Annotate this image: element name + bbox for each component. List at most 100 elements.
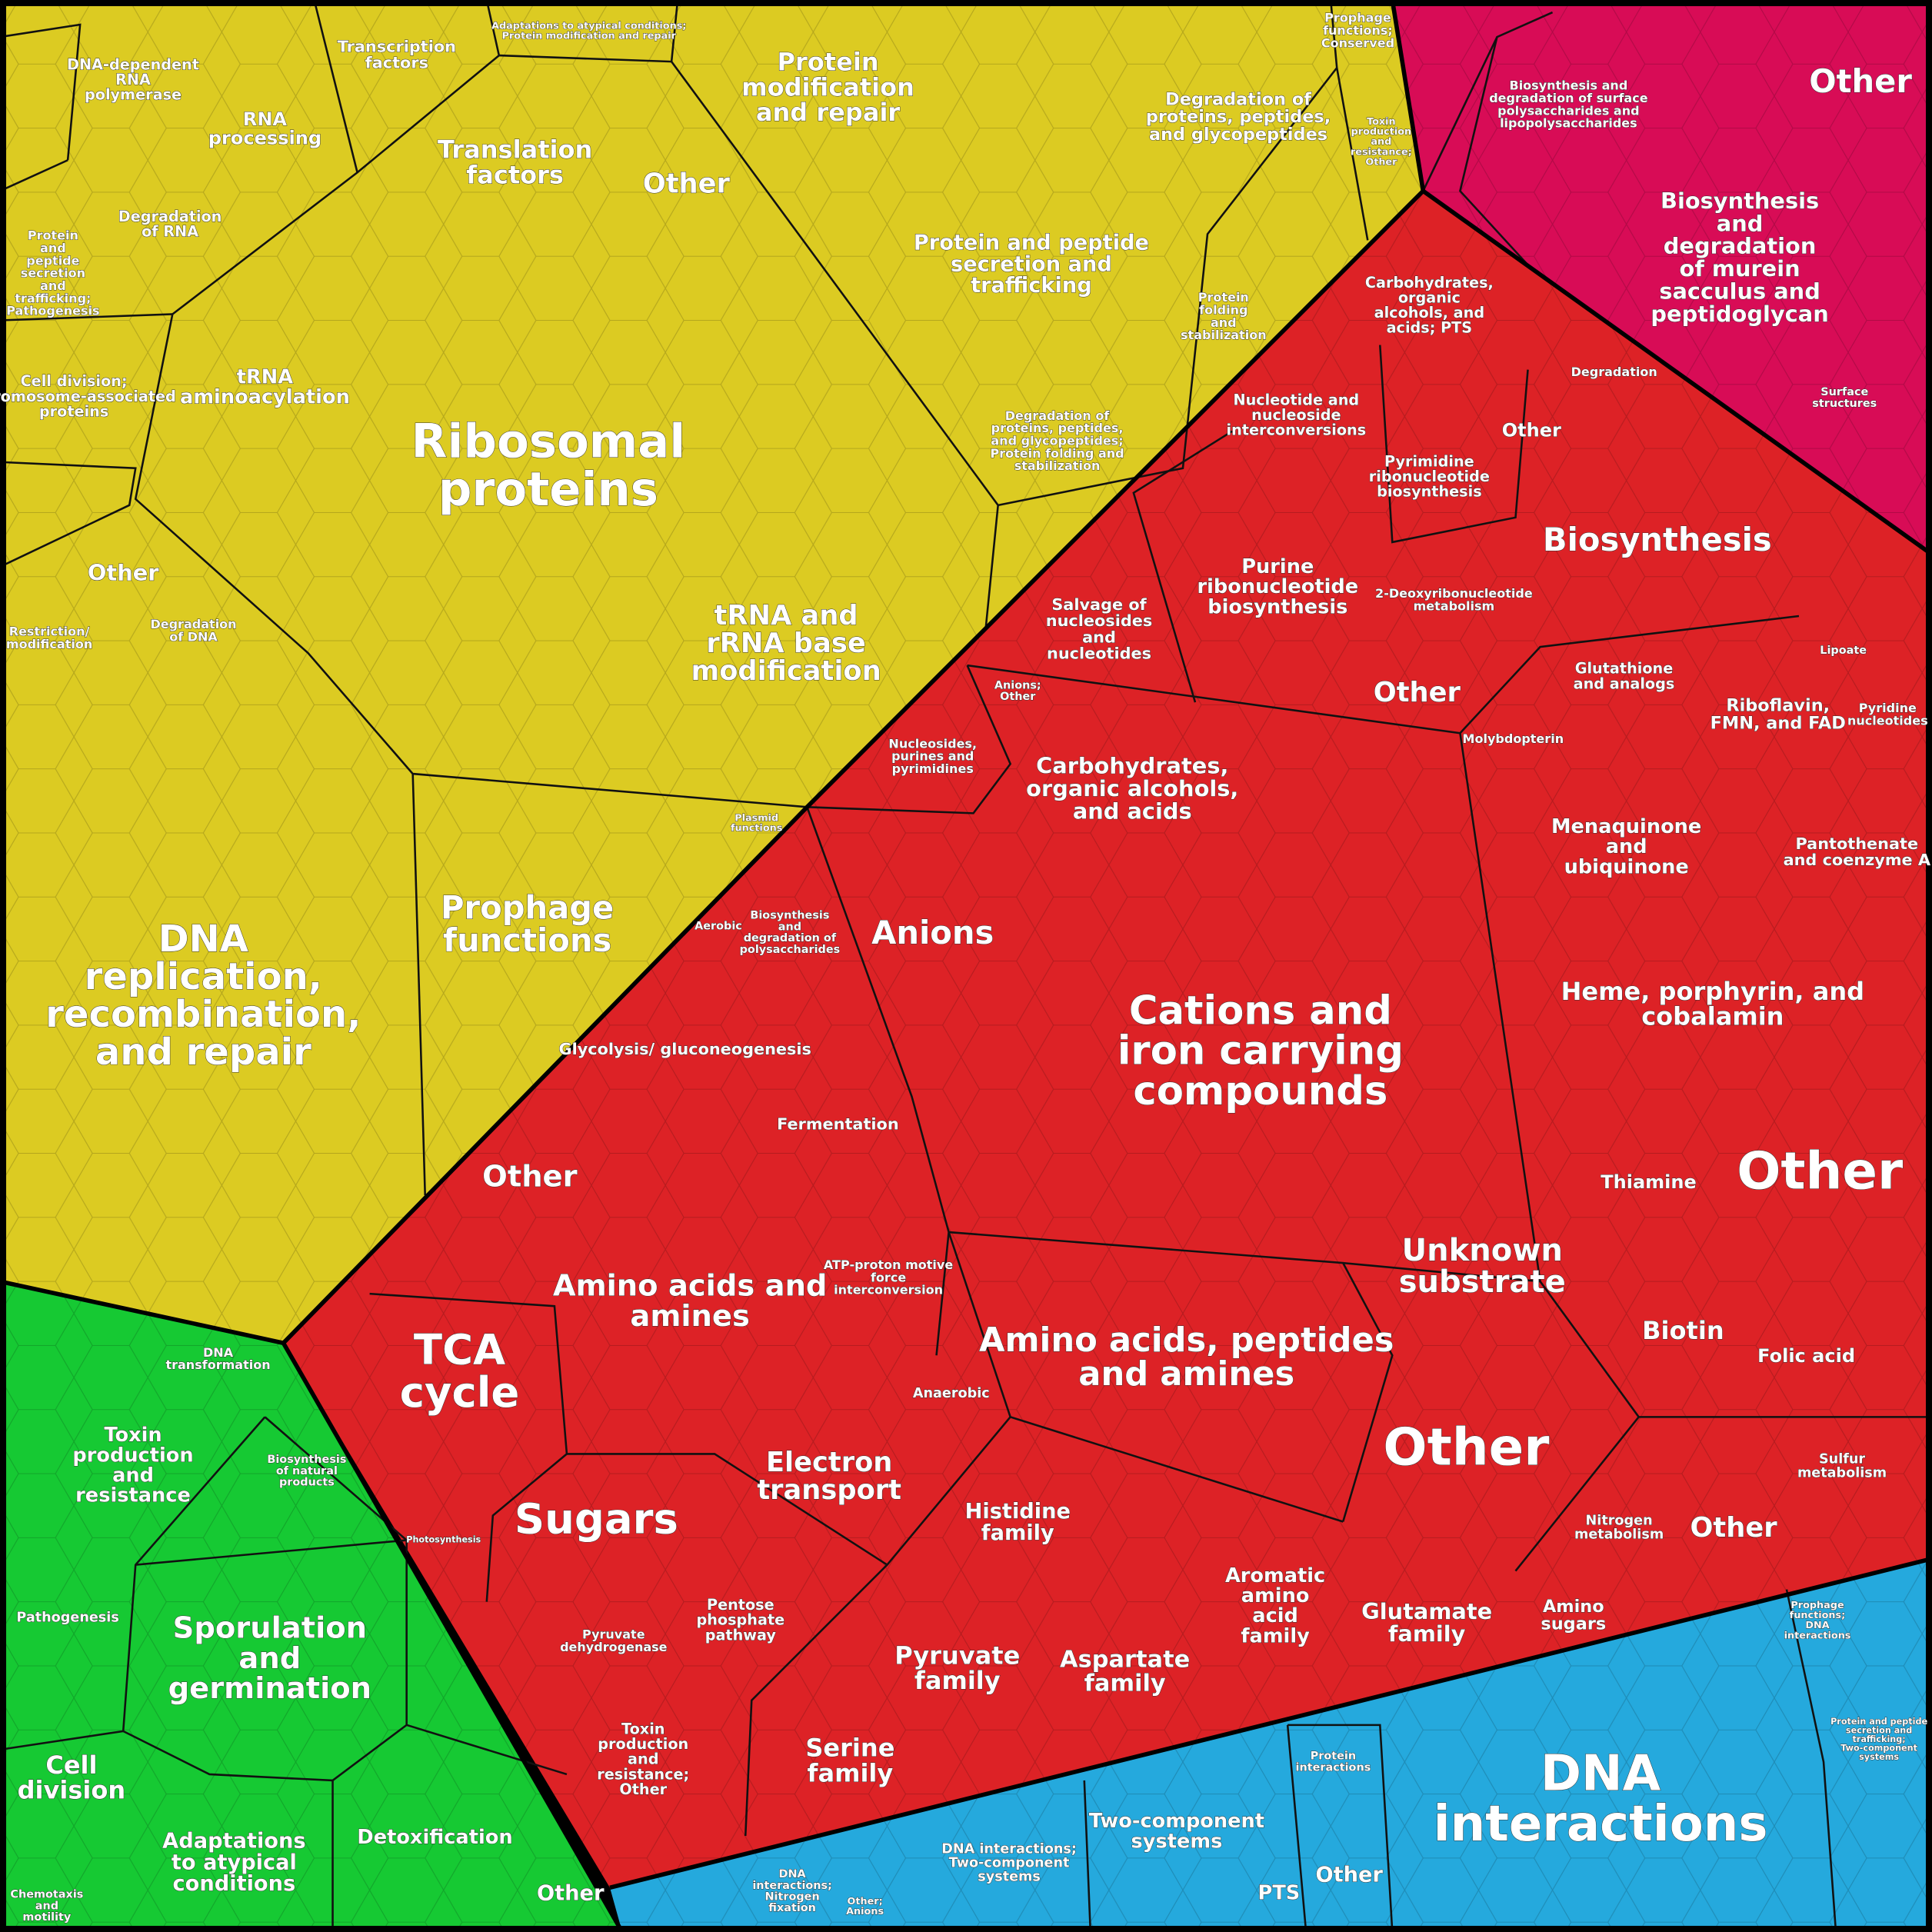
cell-label: Cations and iron carrying compounds (1118, 988, 1404, 1114)
cell-label: ATP-proton motive force interconversion (824, 1257, 953, 1297)
cell-label: Nitrogen metabolism (1574, 1514, 1664, 1543)
cell-label: Ribosomal proteins (411, 414, 685, 516)
cell-label: DNA replication, recombination, and repair (45, 918, 361, 1074)
cell-label: RNA processing (208, 108, 321, 149)
cell-label: Carbohydrates, organic alcohols, and acids (1026, 752, 1238, 824)
cell-label: Degradation of proteins, peptides, and gly… (990, 408, 1124, 472)
cell-label: Other (1316, 1863, 1384, 1887)
cell-label: Menaquinone and ubiquinone (1551, 815, 1701, 878)
cell-label: Transcription factors (338, 37, 456, 72)
cell-label: Biosynthesis and degradation of surface po… (1489, 78, 1648, 130)
cell-label: Anions; Other (994, 679, 1041, 703)
cell-label: Lipoate (1820, 645, 1867, 657)
cell-label: Biosynthesis of natural products (267, 1454, 346, 1488)
cell-label: Other (482, 1159, 577, 1194)
cell-label: PTS (1258, 1881, 1301, 1904)
cell-label: DNA-dependent RNA polymerase (67, 55, 199, 103)
cell-label: Chemotaxis and motility (10, 1889, 83, 1924)
cell-label: Nucleotide and nucleoside interconversions (1227, 391, 1367, 438)
cell-label: Amino sugars (1541, 1596, 1606, 1634)
cell-label: Other (1690, 1512, 1777, 1544)
cell-label: Detoxification (357, 1826, 512, 1849)
cell-label: Other (1502, 420, 1561, 441)
cell-label: Fermentation (777, 1115, 899, 1134)
cell-label: Degradation of RNA (118, 207, 222, 240)
cell-label: Protein modification and repair (741, 48, 914, 127)
cell-label: Degradation of proteins, peptides, and gly… (1146, 89, 1331, 145)
cell-label: Prophage functions; Conserved (1321, 10, 1394, 50)
cell-label: Histidine family (965, 1500, 1071, 1545)
cell-label: Folic acid (1757, 1345, 1855, 1367)
cell-label: Anions (871, 914, 994, 951)
cell-label: Degradation of DNA (150, 617, 236, 644)
cell-label: Restriction/modification (6, 624, 92, 651)
cell-label: Salvage of nucleosides and nucleotides (1046, 595, 1152, 663)
cell-label: Serine family (805, 1734, 894, 1788)
cell-label: Photosynthesis (406, 1535, 481, 1545)
cell-label: Sporulation and germination (168, 1611, 371, 1705)
cell-label: Cell division (18, 1750, 126, 1805)
cell-label: Prophage functions (441, 888, 614, 958)
cell-label: Nucleosides, purines and pyrimidines (888, 736, 977, 776)
cell-label: Adaptations to atypical conditions (162, 1829, 305, 1896)
cell-label: Aromatic amino acid family (1225, 1564, 1325, 1647)
cell-label: Protein and peptide secretion and trafficking… (6, 228, 99, 318)
cell-label: Plasmid functions (731, 812, 783, 834)
cell-label: Heme, porphyrin, and cobalamin (1561, 977, 1865, 1031)
cell-label: Electron transport (757, 1447, 901, 1506)
cell-label: tRNA aminoacylation (180, 366, 350, 409)
cell-label: Pyruvate family (894, 1641, 1020, 1695)
cell-label: Degradation (1571, 364, 1657, 378)
cell-label: Biosynthesis and degradation of polysacchar… (740, 910, 841, 956)
cell-label: Biosynthesis and degradation of murein saccu… (1651, 188, 1828, 327)
cell-label: Translation factors (438, 135, 592, 190)
cell-label: Protein interactions (1296, 1750, 1371, 1774)
cell-label: Protein and peptide secretion and traffick… (914, 231, 1149, 298)
cell-label: Toxin production and resistance; Other (597, 1720, 689, 1797)
cell-label: Amino acids and amines (553, 1268, 828, 1333)
cell-label: DNA interactions; Nitrogen fixation (752, 1868, 832, 1914)
cell-label: Other (88, 560, 159, 586)
cell-label: Aspartate family (1060, 1646, 1190, 1697)
cell-label: Pathogenesis (16, 1610, 118, 1625)
cell-label: Sugars (515, 1494, 678, 1544)
cell-label: Carbohydrates, organic alcohols, and acids;… (1365, 273, 1494, 336)
cell-label: 2-Deoxyribonucleotide metabolism (1375, 586, 1533, 613)
labels: DNA-dependent RNA polymerase Transcription f… (0, 10, 1930, 1924)
cell-label: Pentose phosphate pathway (696, 1596, 784, 1644)
cell-label: Unknown substrate (1399, 1233, 1566, 1300)
cell-label: Cell division;Chromosome-associatedprote… (0, 372, 176, 420)
cell-label: Molybdopterin (1463, 731, 1564, 746)
cell-label: Pyruvate dehydrogenase (560, 1627, 668, 1654)
cell-label: Other (1809, 62, 1912, 100)
cell-label: Other; Anions (846, 1895, 884, 1917)
cell-label: DNA interactions (1434, 1745, 1768, 1852)
cell-label: Prophage functions; DNA interactions (1784, 1600, 1851, 1641)
cell-label: Biotin (1642, 1316, 1724, 1345)
cell-label: tRNA and rRNA base modification (691, 600, 881, 687)
cell-label: Anaerobic (913, 1386, 990, 1401)
cell-label: TCA cycle (400, 1325, 520, 1417)
cell-label: Glutamate family (1361, 1598, 1492, 1647)
cell-label: Aerobic (695, 921, 742, 933)
cell-label: Other (1737, 1141, 1903, 1201)
cell-label: Toxin production and resistance (72, 1424, 193, 1507)
cell-label: Other (537, 1881, 605, 1905)
cell-label: Purine ribonucleotide biosynthesis (1198, 555, 1359, 618)
cell-label: Other (1383, 1417, 1549, 1477)
cell-label: Pyrimidine ribonucleotide biosynthesis (1369, 452, 1490, 500)
cell-label: Amino acids, peptides and amines (979, 1321, 1394, 1393)
cell-label: Protein folding and stabilization (1181, 290, 1267, 342)
cell-label: Biosynthesis (1543, 521, 1772, 558)
cell-label: Glycolysis/ gluconeogenesis (559, 1040, 811, 1058)
cell-label: Toxin production and resistance; Other (1351, 116, 1412, 168)
cell-label: Two-component systems (1089, 1810, 1264, 1853)
cell-label: Sulfur metabolism (1797, 1451, 1887, 1481)
cell-label: Other (1374, 677, 1461, 708)
cell-label: Thiamine (1601, 1171, 1697, 1193)
cell-label: Adaptations to atypical conditions; Prote… (491, 20, 686, 42)
cell-label: DNA transformation (165, 1344, 270, 1371)
